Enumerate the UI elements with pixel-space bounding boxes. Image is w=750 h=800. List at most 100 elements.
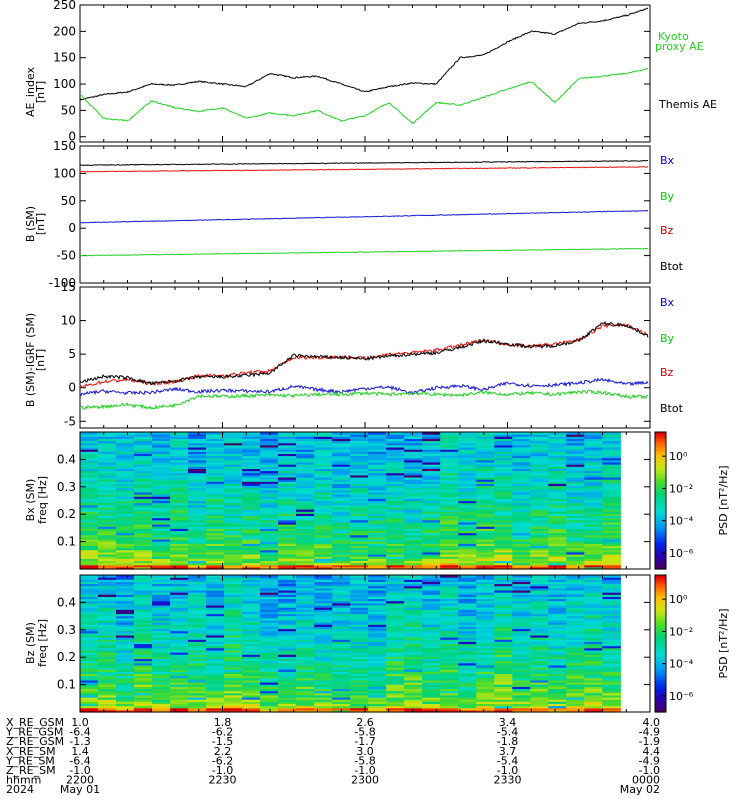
spectrogram-cell xyxy=(386,583,405,587)
legend-kyoto-line1: Kyoto xyxy=(658,30,689,43)
spectrogram-cell xyxy=(602,509,621,512)
spectrogram-cell xyxy=(404,468,423,472)
spectrogram-cell xyxy=(116,673,135,677)
spectrogram-cell xyxy=(242,630,261,634)
spectrogram-cell xyxy=(368,511,387,514)
spectrogram-cell xyxy=(422,494,441,497)
spectrogram-cell xyxy=(566,679,585,683)
spectrogram-cell xyxy=(602,560,621,564)
spectrogram-cell xyxy=(188,641,207,645)
spectrogram-cell xyxy=(458,649,477,653)
spectrogram-cell xyxy=(386,491,405,495)
spectrogram-cell xyxy=(314,468,333,472)
spectrogram-cell xyxy=(170,517,189,521)
spectrogram-cell xyxy=(386,521,405,525)
spectrogram-cell xyxy=(530,585,549,589)
spectrogram-cell xyxy=(584,532,603,536)
spectrogram-cell xyxy=(296,602,315,606)
spectrogram-cell xyxy=(512,577,531,580)
spectrogram-cell xyxy=(350,485,369,489)
spectrogram-cell xyxy=(548,692,567,696)
spectrogram-cell xyxy=(530,481,549,484)
spectrogram-cell xyxy=(296,624,315,627)
footer-value: 1.8 xyxy=(214,716,232,729)
spectrogram-cell xyxy=(476,600,495,604)
spectrogram-cell xyxy=(314,524,333,527)
spectrogram-cell xyxy=(350,630,369,634)
spectrogram-cell xyxy=(314,530,333,534)
spectrogram-cell xyxy=(584,607,603,610)
spectrogram-cell xyxy=(584,620,603,623)
spectrogram-cell xyxy=(458,637,477,640)
spectrogram-cell xyxy=(476,707,495,711)
spectrogram-cell xyxy=(224,679,243,683)
spectrogram-cell xyxy=(188,528,207,531)
spectrogram-cell xyxy=(206,615,225,619)
spectrogram-cell xyxy=(260,470,279,474)
spectrogram-cell xyxy=(440,634,459,638)
spectrogram-cell xyxy=(314,517,333,521)
spectrogram-cell xyxy=(116,592,135,595)
colorbar-swatch xyxy=(655,537,666,540)
spectrogram-cell xyxy=(80,496,99,499)
spectrogram-cell xyxy=(170,583,189,587)
spectrogram-cell xyxy=(476,541,495,544)
spectrogram-cell xyxy=(494,489,513,493)
spectrogram-cell xyxy=(296,436,315,439)
spectrogram-cell xyxy=(476,705,495,709)
spectrogram-cell xyxy=(566,517,585,521)
spectrogram-cell xyxy=(350,707,369,711)
spectrogram-cell xyxy=(152,468,171,472)
spectrogram-cell xyxy=(152,515,171,519)
spectrogram-cell xyxy=(224,491,243,495)
spectrogram-cell xyxy=(332,692,351,696)
spectrogram-cell xyxy=(98,502,117,506)
spectrogram-cell xyxy=(476,453,495,457)
spectrogram-cell xyxy=(584,483,603,487)
spectrogram-cell xyxy=(332,652,351,655)
spectrogram-cell xyxy=(260,679,279,683)
spectrogram-cell xyxy=(170,611,189,615)
spectrogram-cell xyxy=(548,622,567,625)
spectrogram-cell xyxy=(458,684,477,687)
spectrogram-cell xyxy=(98,673,117,677)
spectrogram-cell xyxy=(224,667,243,670)
spectrogram-cell xyxy=(188,577,207,580)
spectrogram-cell xyxy=(458,645,477,649)
spectrogram-cell xyxy=(224,496,243,499)
spectrogram-cell xyxy=(548,686,567,689)
spectrogram-cell xyxy=(386,453,405,457)
spectrogram-cell xyxy=(440,675,459,679)
colorbar-swatch xyxy=(655,584,666,587)
spectrogram-cell xyxy=(206,617,225,621)
colorbar-swatch xyxy=(655,434,666,438)
spectrogram-cell xyxy=(206,645,225,649)
spectrogram-cell xyxy=(368,472,387,476)
spectrogram-cell xyxy=(494,590,513,593)
spectrogram-cell xyxy=(224,457,243,461)
spectrogram-cell xyxy=(188,675,207,679)
spectrogram-cell xyxy=(548,551,567,555)
spectrogram-cell xyxy=(584,434,603,437)
spectrogram-cell xyxy=(386,654,405,657)
spectrogram-cell xyxy=(422,526,441,529)
spectrogram-cell xyxy=(422,457,441,461)
spectrogram-cell xyxy=(98,634,117,638)
spectrogram-cell xyxy=(422,647,441,651)
spectrogram-cell xyxy=(170,534,189,538)
spectrogram-cell xyxy=(494,526,513,529)
spectrogram-cell xyxy=(188,556,207,559)
spectrogram-cell xyxy=(530,602,549,606)
spectrogram-cell xyxy=(404,587,423,591)
spectrogram-cell xyxy=(278,526,297,529)
spectrogram-cell xyxy=(116,660,135,664)
spectrogram-cell xyxy=(152,656,171,659)
spectrogram-cell xyxy=(458,432,477,435)
spectrogram-cell xyxy=(170,688,189,692)
spectrogram-cell xyxy=(134,592,153,595)
spectrogram-cell xyxy=(440,464,459,467)
spectrogram-cell xyxy=(350,632,369,636)
spectrogram-cell xyxy=(476,643,495,647)
spectrogram-cell xyxy=(422,506,441,510)
spectrogram-cell xyxy=(386,671,405,674)
